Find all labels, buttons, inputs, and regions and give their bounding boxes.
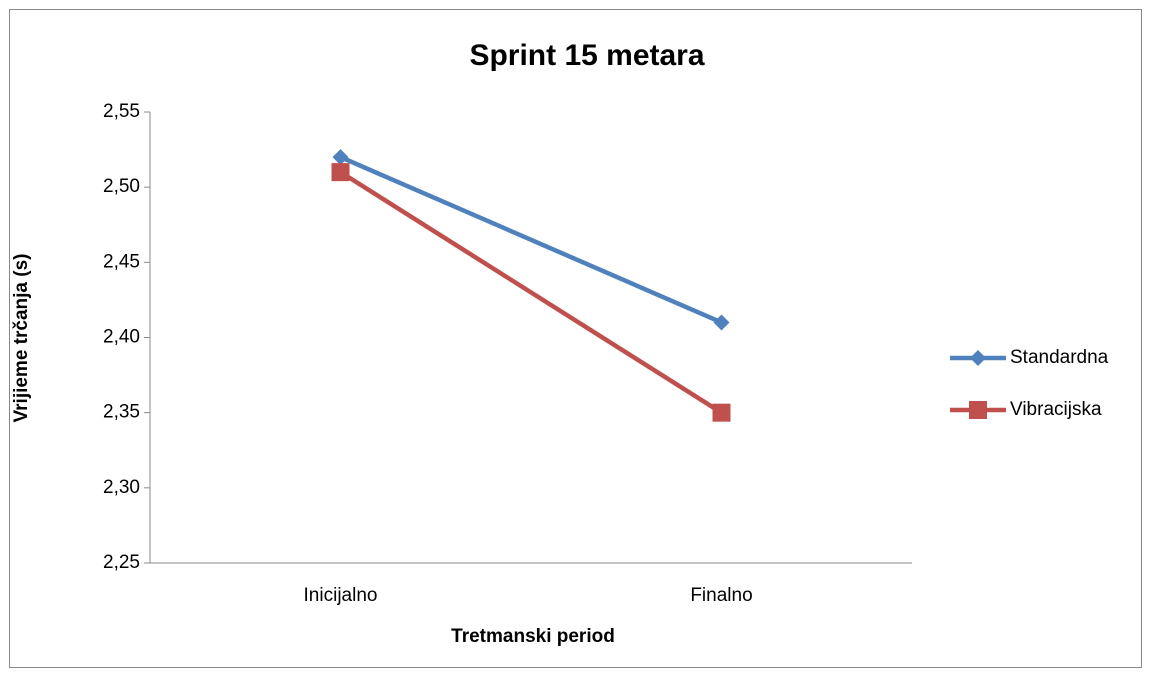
x-axis-title: Tretmanski period xyxy=(451,626,615,647)
y-tick-label: 2,55 xyxy=(103,101,140,122)
legend-marker xyxy=(969,401,987,419)
data-point xyxy=(332,149,349,166)
series-line xyxy=(339,170,723,415)
x-tick-label: Finalno xyxy=(690,585,752,606)
y-tick-label: 2,25 xyxy=(103,552,140,573)
legend-label: Vibracijska xyxy=(1010,399,1102,420)
data-point xyxy=(712,403,731,422)
y-tick-label: 2,35 xyxy=(103,402,140,423)
y-tick-label: 2,40 xyxy=(103,327,140,348)
legend-label: Standardna xyxy=(1010,347,1109,368)
series-line xyxy=(339,155,723,325)
y-tick-label: 2,45 xyxy=(103,251,140,272)
chart-border xyxy=(9,9,1142,668)
legend-marker xyxy=(970,350,986,366)
y-axis-title: Vrijieme trčanja (s) xyxy=(11,254,32,423)
data-point xyxy=(331,163,350,182)
chart-title: Sprint 15 metara xyxy=(469,39,704,72)
x-tick-label: Inicijalno xyxy=(304,585,378,606)
y-tick-label: 2,30 xyxy=(103,477,140,498)
y-tick-label: 2,50 xyxy=(103,176,140,197)
data-point xyxy=(713,314,730,331)
